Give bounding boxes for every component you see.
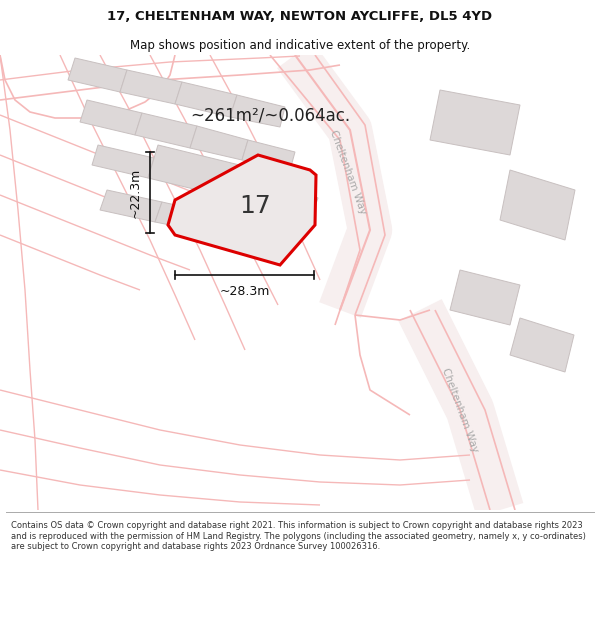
Polygon shape [80,100,142,135]
Polygon shape [430,90,520,155]
Polygon shape [510,318,574,372]
Text: Contains OS data © Crown copyright and database right 2021. This information is : Contains OS data © Crown copyright and d… [11,521,586,551]
Text: Cheltenham Way: Cheltenham Way [440,366,480,454]
Text: Map shows position and indicative extent of the property.: Map shows position and indicative extent… [130,39,470,51]
Polygon shape [242,140,295,170]
Polygon shape [68,58,127,92]
Polygon shape [148,145,268,205]
Polygon shape [175,82,237,117]
Polygon shape [155,202,216,233]
Polygon shape [100,190,162,222]
Text: 17: 17 [239,194,271,218]
Polygon shape [230,95,285,127]
Text: ~22.3m: ~22.3m [129,168,142,217]
Polygon shape [168,155,316,265]
Text: Cheltenham Way: Cheltenham Way [328,129,368,216]
Text: ~28.3m: ~28.3m [220,285,269,298]
Polygon shape [135,113,197,148]
Polygon shape [260,172,318,215]
Polygon shape [450,270,520,325]
Polygon shape [190,126,248,160]
Polygon shape [500,170,575,240]
Text: ~261m²/~0.064ac.: ~261m²/~0.064ac. [190,106,350,124]
Polygon shape [210,214,270,245]
Polygon shape [120,70,182,104]
Polygon shape [92,145,154,178]
Text: 17, CHELTENHAM WAY, NEWTON AYCLIFFE, DL5 4YD: 17, CHELTENHAM WAY, NEWTON AYCLIFFE, DL5… [107,10,493,23]
